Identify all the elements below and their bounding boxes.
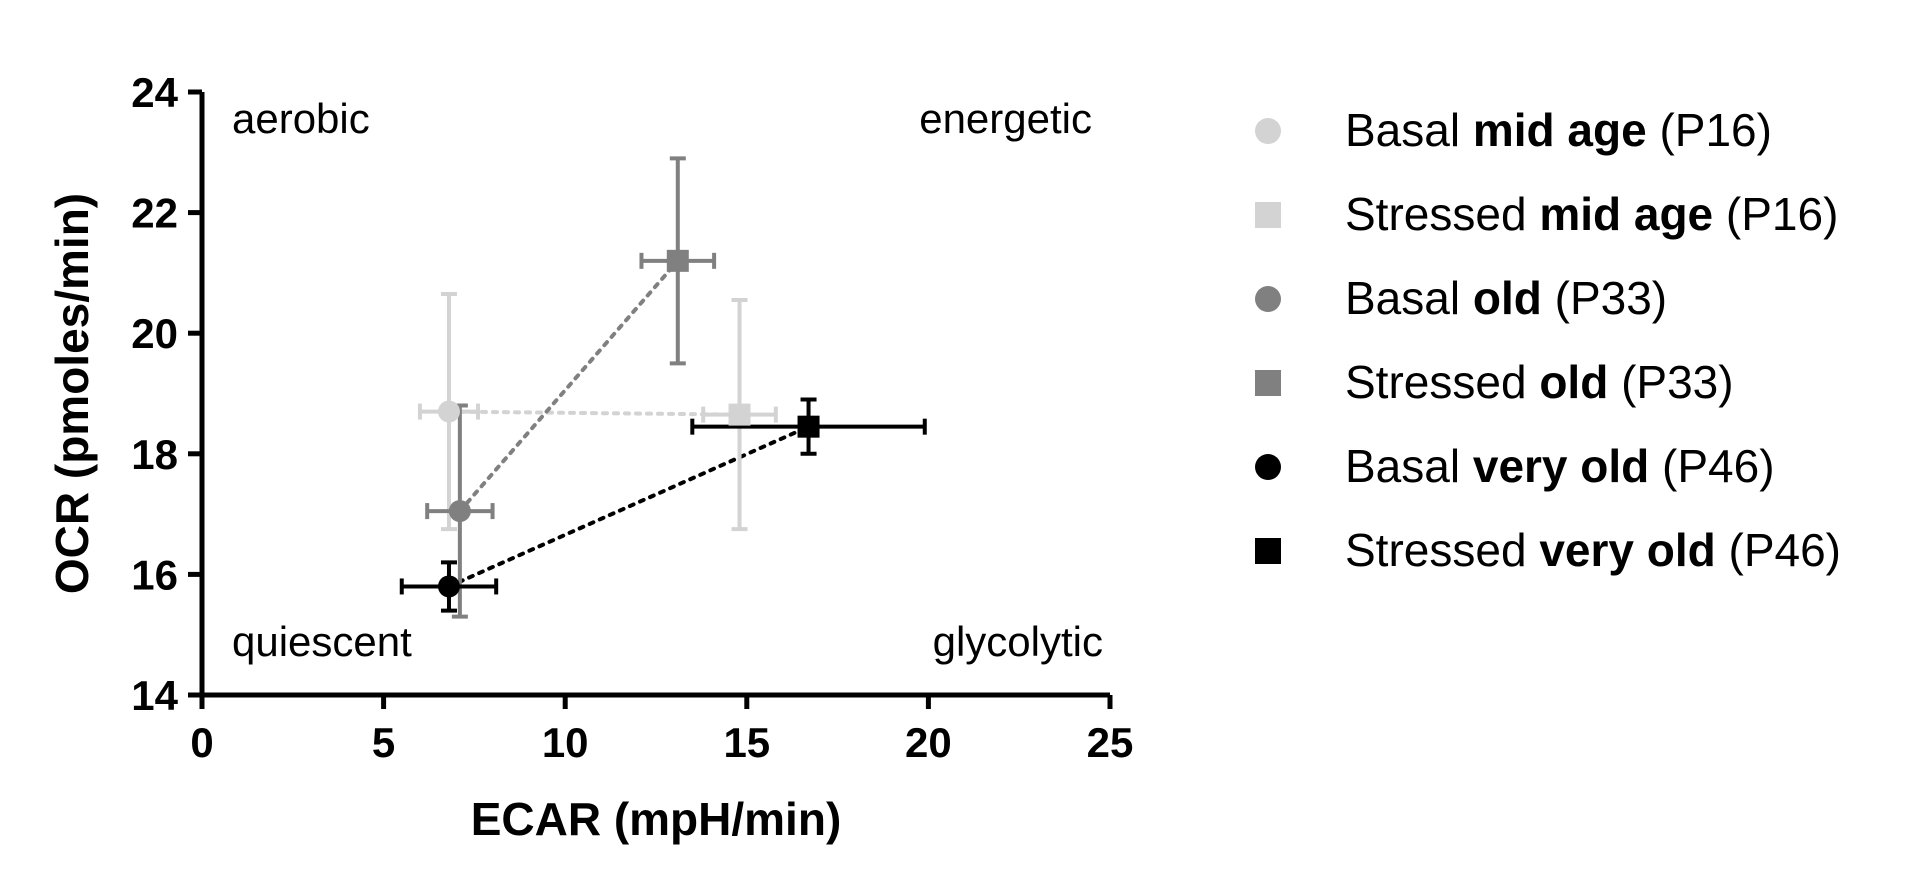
axes: 0 5 10 15 20 25 14 16 18 20 22 24 (131, 69, 1133, 766)
data-point-5 (797, 415, 820, 438)
data-point-3 (666, 249, 689, 272)
x-tick-label-4: 20 (905, 719, 952, 766)
legend-label: Basal mid age (P16) (1345, 104, 1772, 156)
connection-line-0 (446, 409, 742, 417)
quadrant-label-quiescent: quiescent (232, 618, 412, 665)
data-point-4 (437, 575, 460, 598)
x-tick-label-5: 25 (1087, 719, 1134, 766)
x-tick-label-1: 5 (372, 719, 395, 766)
x-tick-label-2: 10 (542, 719, 589, 766)
legend-item: Stressed mid age (P16) (1255, 184, 1905, 268)
y-tick-label-0: 14 (131, 672, 178, 719)
connection-lines (446, 258, 811, 589)
data-point-2 (448, 500, 471, 523)
y-axis-title: OCR (pmoles/min) (46, 193, 98, 594)
legend-item: Basal very old (P46) (1255, 436, 1905, 520)
connection-line-1 (457, 258, 680, 514)
quadrant-label-aerobic: aerobic (232, 95, 370, 142)
y-tick-label-4: 22 (131, 190, 178, 237)
x-axis-title: ECAR (mpH/min) (471, 793, 842, 845)
legend-marker-square-icon (1255, 538, 1281, 564)
legend-marker-circle-icon (1255, 286, 1281, 312)
legend-item: Basal mid age (P16) (1255, 100, 1905, 184)
legend-marker-circle-icon (1255, 118, 1281, 144)
legend-label: Stressed very old (P46) (1345, 524, 1841, 576)
data-point-1 (728, 403, 751, 426)
chart-labels: ECAR (mpH/min) OCR (pmoles/min) aerobic ene… (46, 95, 1103, 845)
x-tick-label-0: 0 (190, 719, 213, 766)
legend-item: Stressed very old (P46) (1255, 520, 1905, 604)
legend-marker-square-icon (1255, 370, 1281, 396)
x-tick-label-3: 15 (723, 719, 770, 766)
quadrant-label-glycolytic: glycolytic (933, 618, 1103, 665)
data-points (437, 249, 820, 598)
error-bars (399, 156, 927, 619)
legend: Basal mid age (P16) Stressed mid age (P16… (1255, 100, 1905, 604)
connection-line-2 (446, 424, 811, 589)
data-point-0 (437, 400, 460, 423)
legend-item: Stressed old (P33) (1255, 352, 1905, 436)
legend-label: Basal old (P33) (1345, 272, 1668, 324)
legend-marker-circle-icon (1255, 454, 1281, 480)
legend-item: Basal old (P33) (1255, 268, 1905, 352)
y-tick-label-3: 20 (131, 310, 178, 357)
y-tick-label-1: 16 (131, 551, 178, 598)
legend-label: Stressed mid age (P16) (1345, 188, 1839, 240)
y-tick-label-5: 24 (131, 69, 178, 116)
legend-marker-square-icon (1255, 202, 1281, 228)
y-tick-label-2: 18 (131, 431, 178, 478)
legend-label: Stressed old (P33) (1345, 356, 1734, 408)
quadrant-label-energetic: energetic (919, 95, 1092, 142)
legend-label: Basal very old (P46) (1345, 440, 1775, 492)
